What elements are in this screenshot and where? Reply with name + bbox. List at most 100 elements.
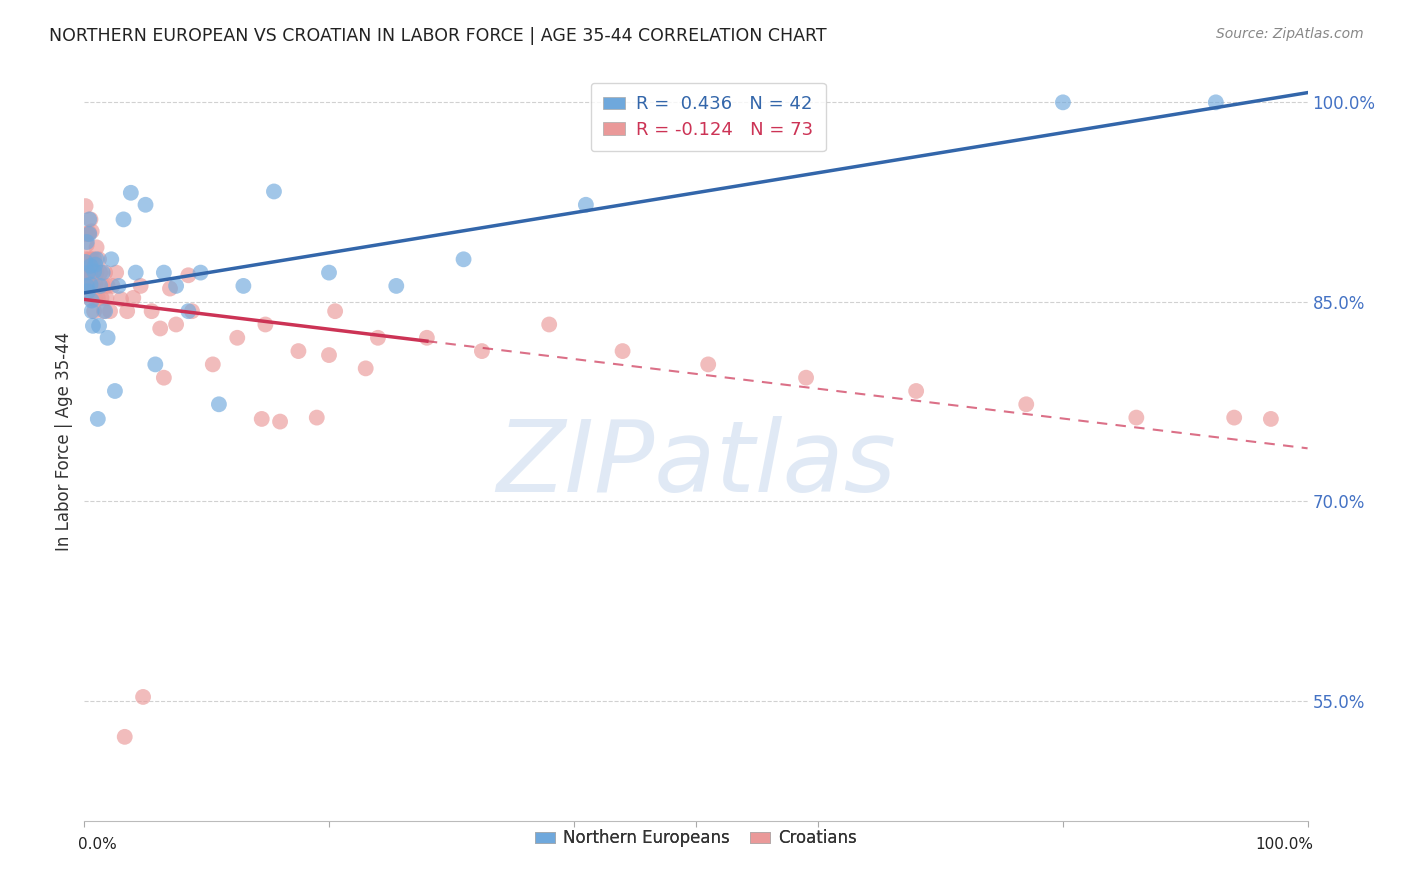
Point: [153, 266, 176, 280]
Point: [83, 264, 105, 278]
Text: 100.0%: 100.0%: [1256, 837, 1313, 852]
Point: [120, 186, 142, 200]
Point: [75, 227, 97, 241]
Point: [318, 348, 340, 362]
Point: [76, 237, 98, 252]
Point: [79, 259, 101, 273]
Point: [181, 304, 204, 318]
Point: [77, 267, 100, 281]
Point: [79, 277, 101, 292]
Point: [115, 304, 138, 318]
Point: [190, 266, 212, 280]
Point: [226, 331, 249, 345]
Point: [159, 282, 181, 296]
Point: [122, 291, 145, 305]
Point: [80, 252, 103, 267]
Point: [612, 344, 634, 359]
Point: [1015, 397, 1038, 411]
Point: [98, 304, 121, 318]
Point: [1052, 95, 1074, 110]
Point: [385, 279, 408, 293]
Point: [90, 291, 112, 305]
Point: [79, 267, 101, 281]
Point: [132, 690, 155, 704]
Point: [77, 277, 100, 292]
Point: [287, 344, 309, 359]
Point: [232, 279, 254, 293]
Point: [97, 331, 120, 345]
Point: [1260, 412, 1282, 426]
Point: [77, 252, 100, 267]
Point: [416, 331, 439, 345]
Point: [453, 252, 475, 267]
Point: [165, 318, 187, 332]
Point: [201, 358, 224, 372]
Point: [76, 235, 98, 249]
Point: [76, 279, 98, 293]
Legend: Northern Europeans, Croatians: Northern Europeans, Croatians: [529, 822, 863, 854]
Y-axis label: In Labor Force | Age 35-44: In Labor Force | Age 35-44: [55, 332, 73, 551]
Point: [269, 415, 291, 429]
Point: [149, 321, 172, 335]
Point: [129, 279, 152, 293]
Point: [125, 266, 148, 280]
Point: [471, 344, 494, 359]
Point: [96, 291, 118, 305]
Point: [84, 258, 107, 272]
Point: [77, 227, 100, 241]
Point: [86, 252, 108, 267]
Point: [1125, 410, 1147, 425]
Point: [86, 266, 108, 280]
Point: [84, 277, 107, 292]
Point: [153, 370, 176, 384]
Point: [112, 212, 135, 227]
Point: [79, 212, 101, 227]
Point: [77, 226, 100, 240]
Point: [91, 279, 114, 293]
Point: [83, 304, 105, 318]
Point: [77, 291, 100, 305]
Point: [101, 279, 124, 293]
Point: [91, 266, 114, 280]
Point: [538, 318, 561, 332]
Text: ZIPatlas: ZIPatlas: [496, 416, 896, 513]
Point: [84, 292, 107, 306]
Text: Source: ZipAtlas.com: Source: ZipAtlas.com: [1216, 27, 1364, 41]
Point: [97, 279, 120, 293]
Point: [305, 410, 328, 425]
Point: [80, 224, 103, 238]
Point: [82, 266, 104, 280]
Point: [323, 304, 346, 318]
Point: [575, 198, 598, 212]
Point: [1205, 95, 1227, 110]
Point: [75, 199, 97, 213]
Point: [177, 268, 200, 283]
Point: [165, 279, 187, 293]
Point: [1223, 410, 1246, 425]
Point: [77, 212, 100, 227]
Point: [79, 252, 101, 267]
Point: [110, 292, 132, 306]
Point: [250, 412, 273, 426]
Point: [367, 331, 389, 345]
Point: [104, 384, 127, 398]
Point: [93, 304, 115, 318]
Point: [87, 291, 110, 305]
Point: [82, 318, 104, 333]
Point: [76, 280, 98, 294]
Point: [263, 185, 285, 199]
Point: [89, 279, 111, 293]
Point: [87, 318, 110, 333]
Point: [83, 252, 105, 267]
Point: [354, 361, 377, 376]
Point: [82, 277, 104, 292]
Point: [75, 255, 97, 269]
Text: NORTHERN EUROPEAN VS CROATIAN IN LABOR FORCE | AGE 35-44 CORRELATION CHART: NORTHERN EUROPEAN VS CROATIAN IN LABOR F…: [49, 27, 827, 45]
Point: [254, 318, 277, 332]
Point: [107, 279, 129, 293]
Text: 0.0%: 0.0%: [79, 837, 117, 852]
Point: [318, 266, 340, 280]
Point: [80, 279, 103, 293]
Point: [697, 358, 720, 372]
Point: [87, 412, 110, 426]
